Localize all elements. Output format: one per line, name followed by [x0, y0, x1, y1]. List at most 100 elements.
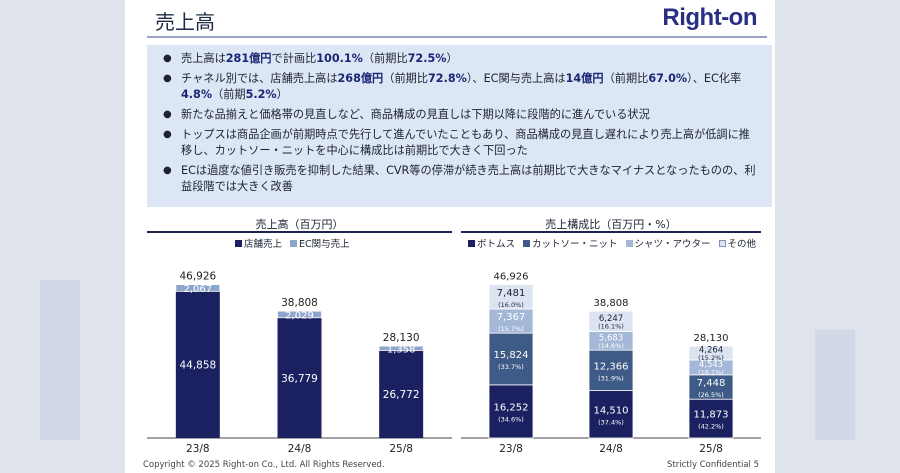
bar-ec-sales	[175, 284, 221, 292]
bullet-text: （前期比	[362, 52, 408, 65]
bar-bottoms	[688, 398, 734, 439]
bullet-highlight: 4.8%	[181, 88, 213, 101]
legend-label: その他	[727, 239, 757, 250]
bullet-highlight: 5.2%	[245, 88, 277, 101]
bullet-text: チャネル別では、店舗売上高は	[181, 72, 338, 85]
data-label: 15,824	[494, 350, 529, 361]
percent-label: (16.1%)	[698, 368, 724, 376]
bullet-highlight: 72.8%	[428, 72, 467, 85]
legend-label: 店舗売上	[244, 239, 283, 250]
legend-swatch	[468, 240, 475, 247]
total-label: 46,926	[179, 271, 216, 283]
bullet-2: チャネル別では、店舗売上高は268億円（前期比72.8%）、EC関与売上高は14…	[161, 71, 760, 103]
confidential-footer: Strictly Confidential 5	[667, 460, 759, 470]
data-label: 4,264	[699, 346, 723, 356]
bullet-highlight: 67.0%	[648, 72, 688, 85]
total-label: 28,130	[694, 333, 729, 344]
legend-label: カットソー・ニット	[532, 239, 618, 250]
bullet-3: 新たな品揃えと価格帯の見直しなど、商品構成の見直しは下期以降に段階的に進んでいる…	[161, 107, 760, 123]
chart2-title-rule	[461, 231, 761, 233]
chart1-title: 売上高（百万円）	[255, 218, 344, 231]
bullet-highlight: 72.5%	[407, 52, 447, 65]
percent-label: (16.0%)	[498, 301, 524, 309]
chart1-title-rule	[147, 231, 452, 233]
legend-item: ボトムス	[468, 236, 515, 250]
chart2-title: 売上構成比（百万円・%）	[545, 218, 677, 231]
bar-store-sales	[175, 291, 220, 438]
bar-store-sales	[379, 350, 424, 438]
chart2-legend: ボトムス カットソー・ニット シャツ・アウター その他	[468, 236, 756, 250]
title-divider	[147, 36, 767, 38]
bullet-text: ）、EC関与売上高は	[466, 72, 566, 85]
bullet-text: 売上高は	[181, 52, 226, 65]
percent-label: (37.4%)	[598, 418, 624, 426]
ghost-bar	[815, 330, 855, 440]
legend-swatch	[625, 240, 633, 247]
bullet-4: トップスは商品企画が前期時点で先行して進んでいたこともあり、商品構成の見直し遅れ…	[161, 127, 760, 159]
data-label: 26,772	[383, 389, 420, 401]
background-left-slide	[0, 0, 125, 473]
percent-label: (15.7%)	[498, 325, 524, 333]
legend-label: ボトムス	[477, 239, 516, 250]
background-right-slide	[775, 0, 900, 473]
legend-item: 店舗売上	[235, 236, 282, 250]
bullet-text: トップスは商品企画が前期時点で先行して進んでいたこともあり、商品構成の見直し遅れ…	[181, 128, 750, 157]
percent-label: (26.5%)	[698, 391, 724, 399]
percent-label: (34.6%)	[498, 415, 524, 423]
legend-label: EC関与売上	[299, 239, 350, 250]
bar-store-sales	[277, 317, 322, 438]
percent-label: (31.9%)	[598, 374, 624, 382]
data-label: 1,358	[387, 344, 416, 355]
data-label: 2,067	[184, 284, 213, 295]
bar-shirt-outer	[488, 308, 534, 334]
percent-label: (15.2%)	[698, 354, 724, 362]
bullet-1: 売上高は281億円で計画比100.1%（前期比72.5%）	[161, 51, 760, 67]
bullet-highlight: 281億円	[225, 52, 272, 65]
percent-label: (42.2%)	[698, 423, 724, 431]
percent-label: (16.1%)	[598, 322, 624, 330]
x-tick-label: 25/8	[699, 443, 723, 455]
bar-other	[688, 345, 734, 361]
bullet-text: 新たな品揃えと価格帯の見直しなど、商品構成の見直しは下期以降に段階的に進んでいる…	[181, 108, 650, 121]
x-tick-label: 25/8	[389, 443, 413, 455]
legend-item: その他	[718, 236, 757, 250]
legend-item: EC関与売上	[290, 236, 350, 250]
bar-other	[588, 310, 634, 332]
bullet-text: ）	[446, 52, 458, 65]
total-label: 28,130	[383, 332, 420, 344]
legend-swatch	[235, 240, 242, 247]
bullet-text: ）	[276, 88, 288, 101]
legend-swatch	[718, 240, 726, 247]
x-tick-label: 23/8	[186, 443, 210, 455]
chart1-legend: 店舗売上 EC関与売上	[235, 236, 350, 250]
bullet-5: ECは過度な値引き販売を抑制した結果、CVR等の停滞が続き売上高は前期比で大きな…	[161, 163, 760, 195]
legend-item: シャツ・アウター	[625, 236, 711, 250]
data-label: 5,683	[599, 333, 623, 343]
bullet-text: （前期比	[603, 72, 649, 85]
bar-cutsew-knit	[588, 349, 634, 391]
data-label: 7,481	[497, 288, 526, 299]
total-label: 38,808	[594, 298, 629, 309]
bar-bottoms	[588, 390, 634, 439]
brand-logo: Right-on	[662, 4, 757, 31]
data-label: 2,029	[285, 310, 314, 321]
bar-bottoms	[488, 384, 534, 439]
bullet-highlight: 14億円	[565, 72, 604, 85]
data-label: 7,448	[697, 378, 726, 389]
legend-swatch	[523, 240, 531, 247]
x-tick-label: 24/8	[288, 443, 312, 455]
legend-swatch	[290, 240, 298, 247]
data-label: 14,510	[594, 405, 629, 416]
bar-ec-sales	[277, 310, 322, 319]
slide: 売上高 Right-on 売上高は281億円で計画比100.1%（前期比72.5…	[125, 0, 775, 473]
data-label: 44,858	[179, 360, 216, 372]
bullet-text: で計画比	[271, 52, 317, 65]
bar-cutsew-knit	[688, 374, 734, 400]
bullet-text: ）、EC化率	[687, 72, 742, 85]
ghost-bar	[40, 280, 80, 440]
data-label: 36,779	[281, 373, 318, 385]
bar-other	[488, 284, 534, 310]
bullet-highlight: 100.1%	[316, 52, 363, 65]
data-label: 12,366	[594, 361, 629, 372]
